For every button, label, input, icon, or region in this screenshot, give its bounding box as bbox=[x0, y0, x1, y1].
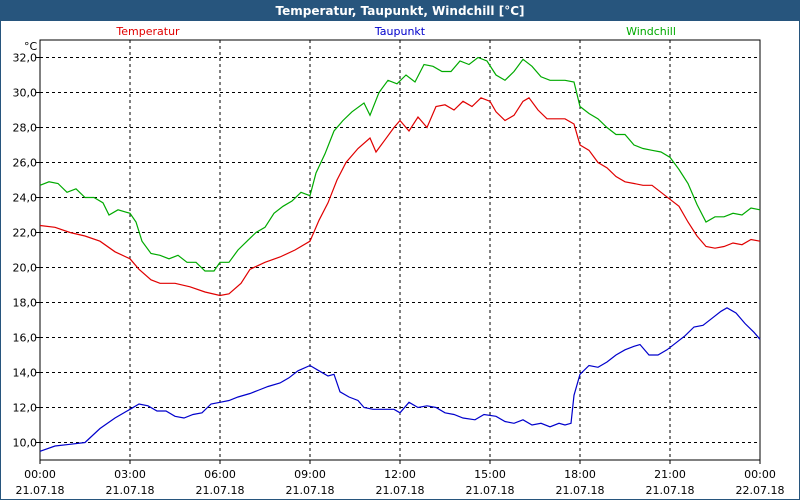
x-axis: 00:00 21.07.18 03:00 21.07.18 06:00 21.07.18 0… bbox=[16, 460, 785, 497]
x-tick-date: 22.07.18 bbox=[736, 484, 785, 497]
x-tick-date: 21.07.18 bbox=[556, 484, 605, 497]
y-axis: 10,0 12,0 14,0 16,0 18,0 20,0 22,0 24,0 26,0 28,0… bbox=[13, 52, 40, 450]
y-tick-label: 32,0 bbox=[13, 52, 38, 65]
x-tick-time: 15:00 bbox=[474, 468, 506, 481]
x-tick-time: 06:00 bbox=[204, 468, 236, 481]
grid bbox=[40, 40, 760, 460]
x-tick-time: 09:00 bbox=[294, 468, 326, 481]
x-tick-date: 21.07.18 bbox=[286, 484, 335, 497]
x-tick-time: 00:00 bbox=[24, 468, 56, 481]
x-tick-time: 18:00 bbox=[564, 468, 596, 481]
legend-taupunkt: Taupunkt bbox=[374, 25, 426, 38]
x-tick-date: 21.07.18 bbox=[646, 484, 695, 497]
y-tick-label: 20,0 bbox=[13, 262, 38, 275]
x-tick-date: 21.07.18 bbox=[376, 484, 425, 497]
x-tick-date: 21.07.18 bbox=[196, 484, 245, 497]
y-tick-label: 30,0 bbox=[13, 87, 38, 100]
chart-title: Temperatur, Taupunkt, Windchill [°C] bbox=[1, 1, 799, 21]
x-tick-time: 03:00 bbox=[114, 468, 146, 481]
y-tick-label: 12,0 bbox=[13, 402, 38, 415]
legend-windchill: Windchill bbox=[626, 25, 676, 38]
y-axis-unit: °C bbox=[24, 40, 38, 53]
y-tick-label: 28,0 bbox=[13, 122, 38, 135]
series-line-windchill bbox=[39, 56, 761, 272]
x-tick-date: 21.07.18 bbox=[466, 484, 515, 497]
x-tick-time: 21:00 bbox=[654, 468, 686, 481]
y-tick-label: 26,0 bbox=[13, 157, 38, 170]
x-tick-date: 21.07.18 bbox=[16, 484, 65, 497]
series-line-taupunkt bbox=[39, 307, 761, 452]
series-line-temperatur bbox=[39, 97, 761, 297]
legend: Temperatur Taupunkt Windchill bbox=[115, 25, 676, 38]
x-tick-time: 00:00 bbox=[744, 468, 776, 481]
y-tick-label: 10,0 bbox=[13, 437, 38, 450]
y-tick-label: 22,0 bbox=[13, 227, 38, 240]
series-group bbox=[39, 56, 761, 452]
y-tick-label: 14,0 bbox=[13, 367, 38, 380]
y-tick-label: 18,0 bbox=[13, 297, 38, 310]
y-tick-label: 16,0 bbox=[13, 332, 38, 345]
x-tick-date: 21.07.18 bbox=[106, 484, 155, 497]
y-tick-label: 24,0 bbox=[13, 192, 38, 205]
legend-temperatur: Temperatur bbox=[115, 25, 180, 38]
x-tick-time: 12:00 bbox=[384, 468, 416, 481]
